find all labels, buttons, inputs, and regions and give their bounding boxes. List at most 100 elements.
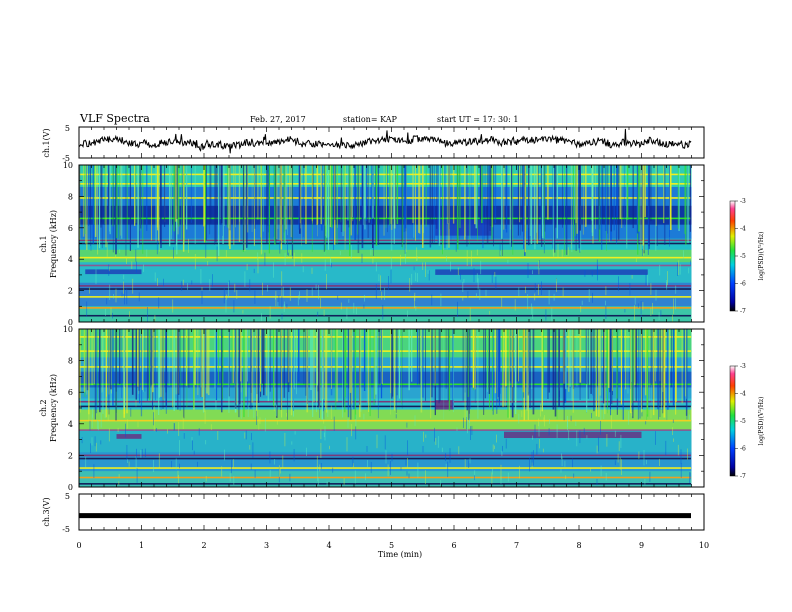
- spectral-streak: [636, 165, 639, 234]
- spectral-streak: [409, 277, 411, 292]
- spectral-streak: [319, 329, 321, 409]
- spectral-streak: [303, 329, 305, 385]
- spectral-streak: [658, 329, 659, 420]
- tone-line: [79, 264, 691, 267]
- spectral-streak: [291, 441, 293, 445]
- spectral-streak: [351, 245, 352, 260]
- spectral-streak: [205, 476, 207, 482]
- spectral-streak: [120, 165, 123, 239]
- spectral-streak: [646, 459, 647, 465]
- spectral-streak: [606, 329, 608, 409]
- spectral-streak: [553, 249, 555, 259]
- spectral-streak: [471, 425, 473, 435]
- spectral-streak: [618, 441, 620, 451]
- spectral-streak: [197, 329, 199, 395]
- spectral-streak: [162, 329, 164, 409]
- spectral-streak: [232, 329, 234, 384]
- spectral-streak: [634, 296, 636, 305]
- spectral-streak: [225, 298, 227, 313]
- tone-line: [79, 457, 691, 460]
- spectral-streak: [413, 266, 415, 271]
- spectral-streak: [323, 329, 325, 399]
- colorbar-tick-label: -6: [740, 446, 746, 453]
- spectral-streak: [400, 467, 402, 471]
- spectral-streak: [324, 165, 326, 254]
- spectral-streak: [287, 165, 288, 236]
- spectral-streak: [344, 165, 346, 250]
- spectral-streak: [565, 475, 567, 480]
- spectral-streak: [446, 165, 448, 250]
- spectral-streak: [106, 298, 108, 305]
- spectral-streak: [88, 165, 90, 226]
- spectral-streak: [555, 165, 557, 228]
- spectral-streak: [659, 458, 660, 467]
- spectral-streak: [579, 165, 581, 231]
- spectral-streak: [136, 261, 137, 273]
- y-tick-label: 2: [68, 451, 73, 460]
- spectral-streak: [210, 165, 212, 224]
- spectral-streak: [261, 243, 263, 254]
- spectral-streak: [570, 415, 572, 422]
- spectral-streak: [233, 300, 235, 313]
- spectral-streak: [174, 165, 176, 244]
- spectral-streak: [320, 329, 321, 385]
- ch2-colorbar: -3 -4 -5 -6 -7 log(PSD)(V²/Hz): [729, 363, 765, 480]
- spectral-streak: [93, 165, 96, 225]
- spectrogram-zone: [79, 398, 704, 410]
- spectral-streak: [660, 310, 662, 317]
- spectral-streak: [275, 165, 277, 244]
- tone-line: [79, 183, 691, 185]
- y-tick-label: 8: [68, 192, 73, 201]
- spectral-streak: [156, 427, 157, 432]
- x-tick-label: 5: [389, 541, 394, 550]
- y-tick-label: 0: [68, 483, 73, 492]
- spectral-streak: [207, 329, 210, 396]
- spectral-streak: [494, 165, 497, 224]
- spectral-streak: [626, 165, 627, 244]
- spectral-streak: [444, 165, 446, 248]
- spectral-streak: [501, 296, 503, 308]
- ch2-ylabel: Frequency (kHz): [49, 374, 58, 442]
- spectral-streak: [281, 296, 283, 308]
- spectral-streak: [595, 329, 597, 401]
- spectral-streak: [307, 329, 308, 404]
- spectral-streak: [172, 329, 174, 408]
- x-tick-label: 8: [576, 541, 581, 550]
- spectral-streak: [177, 329, 179, 410]
- spectral-streak: [493, 165, 494, 247]
- spectral-streak: [680, 449, 682, 464]
- spectral-streak: [659, 329, 661, 406]
- spectral-streak: [598, 329, 600, 417]
- spectral-streak: [219, 165, 221, 224]
- spectral-streak: [102, 329, 103, 392]
- spectral-streak: [518, 413, 520, 424]
- spectral-streak: [534, 293, 536, 301]
- spectral-streak: [365, 165, 368, 221]
- spectral-streak: [203, 165, 205, 243]
- spectral-streak: [531, 329, 533, 389]
- spectral-streak: [201, 290, 203, 298]
- spectral-streak: [153, 459, 154, 473]
- spectral-streak: [503, 165, 505, 230]
- spectral-streak: [494, 445, 495, 450]
- spectral-streak: [190, 165, 192, 223]
- spectral-streak: [324, 250, 326, 255]
- spectral-streak: [529, 457, 530, 472]
- spectral-streak: [313, 329, 315, 402]
- spectral-streak: [91, 414, 93, 428]
- spectral-streak: [191, 280, 193, 285]
- spectral-streak: [685, 329, 687, 399]
- spectral-streak: [97, 165, 99, 255]
- spectral-streak: [105, 165, 107, 248]
- ch3-waveform-panel: 5 -5 ch.3(V) 0 1 2 3 4 5 6 7 8 9 10 Time (min): [42, 492, 709, 559]
- spectral-streak: [171, 165, 172, 236]
- spectral-streak: [84, 165, 86, 234]
- spectral-streak: [642, 165, 644, 246]
- spectral-streak: [683, 329, 685, 401]
- spectral-streak: [108, 264, 110, 276]
- spectral-streak: [269, 451, 271, 464]
- spectral-streak: [458, 165, 460, 240]
- spectral-streak: [85, 456, 87, 468]
- spectral-streak: [320, 442, 322, 458]
- spectral-streak: [384, 287, 385, 300]
